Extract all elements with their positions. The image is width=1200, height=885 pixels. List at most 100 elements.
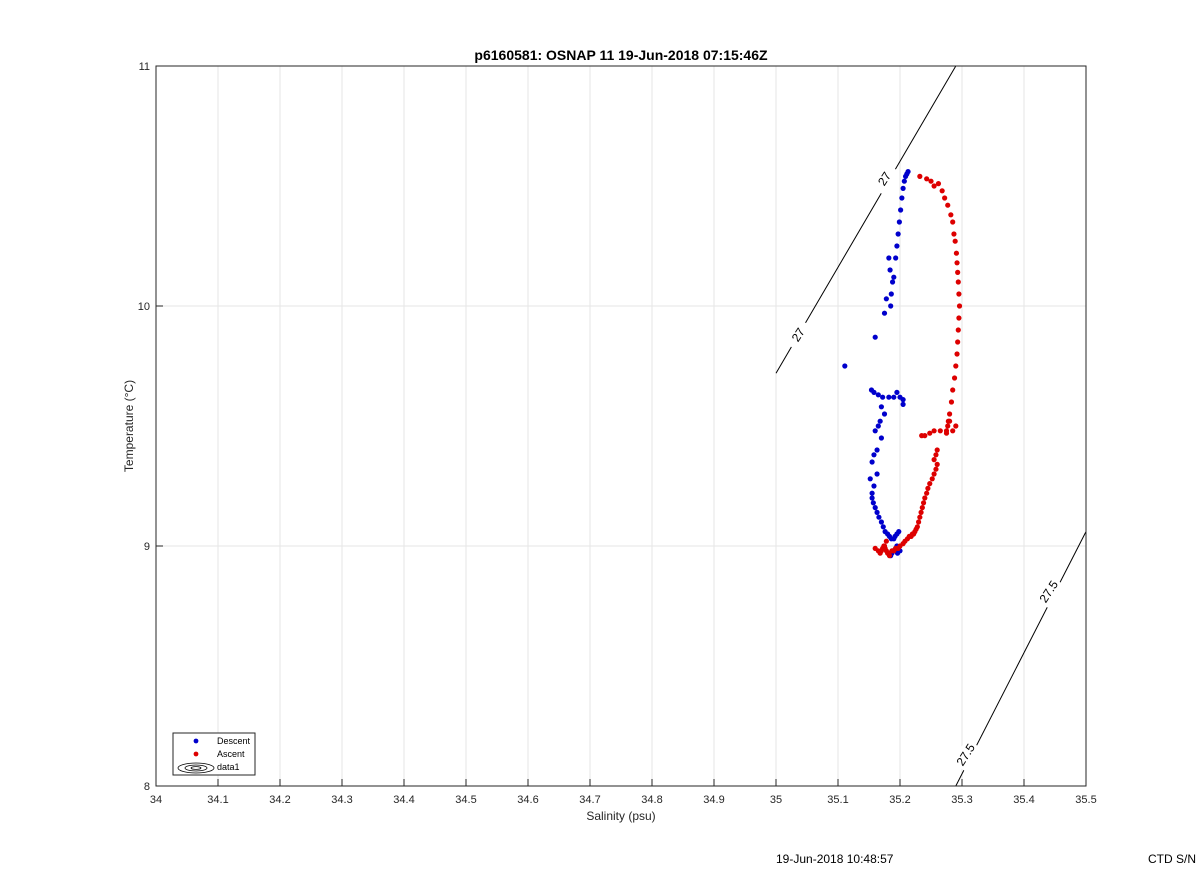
ascent-point (953, 363, 959, 369)
descent-point (869, 495, 875, 501)
legend-label-ascent: Ascent (217, 749, 245, 759)
contour-label-backdrop (1034, 575, 1064, 608)
ascent-point (920, 500, 927, 506)
ascent-point (947, 411, 953, 417)
descent-point (894, 389, 900, 395)
ascent-point (948, 399, 955, 405)
ascent-point (934, 461, 940, 467)
descent-point (875, 423, 881, 429)
y-tick-label: 8 (144, 781, 150, 793)
descent-point (886, 394, 892, 400)
descent-point (894, 550, 901, 556)
ascent-point (953, 423, 959, 429)
descent-point (894, 243, 900, 249)
ascent-point (928, 178, 934, 184)
ascent-point (950, 428, 956, 434)
ascent-point (916, 519, 922, 525)
ascent-point (919, 505, 925, 511)
ascent-point (947, 418, 953, 424)
ascent-point (956, 303, 963, 309)
contour-label-backdrop (951, 738, 981, 771)
ascent-point (924, 490, 930, 496)
legend-label-descent: Descent (217, 736, 251, 746)
ascent-point (872, 545, 878, 552)
descent-point (871, 483, 877, 489)
data-series (842, 169, 963, 559)
x-tick-label: 35.1 (827, 794, 848, 806)
ascent-point (931, 428, 937, 434)
ascent-point (919, 433, 925, 439)
descent-point (883, 296, 889, 302)
descent-point (872, 505, 878, 511)
ascent-point (917, 514, 923, 520)
descent-point (869, 490, 875, 496)
descent-point (898, 207, 904, 213)
descent-point (880, 524, 886, 530)
x-tick-label: 34.1 (207, 794, 228, 806)
density-contour-27.5 (955, 531, 1087, 787)
contour-label-backdrop (783, 318, 813, 351)
ascent-point (929, 476, 935, 482)
ascent-point (951, 231, 957, 237)
x-tick-label: 35 (770, 794, 782, 806)
descent-point (878, 404, 885, 410)
descent-point (896, 529, 902, 535)
ascent-point (917, 173, 923, 179)
ascent-point (927, 481, 933, 487)
legend-marker-ascent (193, 751, 199, 757)
x-tick-label: 35.4 (1013, 794, 1034, 806)
ascent-point (935, 181, 942, 187)
x-tick-label: 34.9 (703, 794, 724, 806)
legend-label-data1: data1 (217, 762, 240, 772)
descent-point (872, 428, 878, 434)
y-tick-label: 10 (138, 301, 150, 313)
descent-point (871, 389, 877, 395)
ascent-point (955, 327, 961, 333)
ascent-point (954, 351, 960, 357)
descent-point (876, 514, 882, 520)
x-tick-label: 34.5 (455, 794, 476, 806)
ascent-point (924, 176, 930, 182)
descent-point (872, 334, 878, 340)
x-tick-label: 34.8 (641, 794, 662, 806)
ascent-point (931, 457, 937, 463)
ascent-point (942, 195, 948, 201)
descent-point (888, 291, 894, 297)
ascent-point (931, 471, 937, 477)
descent-point (874, 447, 880, 453)
ascent-point (956, 315, 962, 321)
footer-timestamp: 19-Jun-2018 10:48:57 (776, 852, 894, 866)
ascent-point (939, 188, 945, 194)
series-ascent (872, 173, 963, 559)
legend-marker-data1 (177, 762, 215, 774)
legend-marker-descent (193, 738, 199, 744)
descent-point (878, 435, 885, 441)
x-tick-label: 34 (150, 794, 162, 806)
descent-point (842, 363, 848, 369)
descent-point (900, 397, 906, 403)
descent-point (891, 394, 897, 400)
ascent-point (956, 291, 962, 297)
descent-point (896, 219, 902, 225)
ascent-point (952, 238, 958, 244)
descent-point (900, 185, 906, 191)
x-tick-label: 34.3 (331, 794, 352, 806)
ascent-point (950, 387, 956, 393)
x-tick-label: 35.2 (889, 794, 910, 806)
footer-serial: CTD S/N (1148, 852, 1196, 866)
x-tick-label: 34.4 (393, 794, 414, 806)
plot-background (156, 66, 1086, 786)
ascent-point (933, 466, 939, 472)
x-tick-label: 35.3 (951, 794, 972, 806)
descent-point (886, 255, 892, 261)
ascent-point (955, 269, 961, 275)
ascent-point (931, 183, 937, 189)
ascent-point (886, 553, 893, 559)
descent-point (867, 476, 873, 482)
descent-point (888, 303, 894, 309)
ascent-point (918, 509, 924, 515)
ascent-point (955, 279, 961, 285)
descent-point (870, 500, 876, 506)
ascent-point (927, 430, 933, 436)
